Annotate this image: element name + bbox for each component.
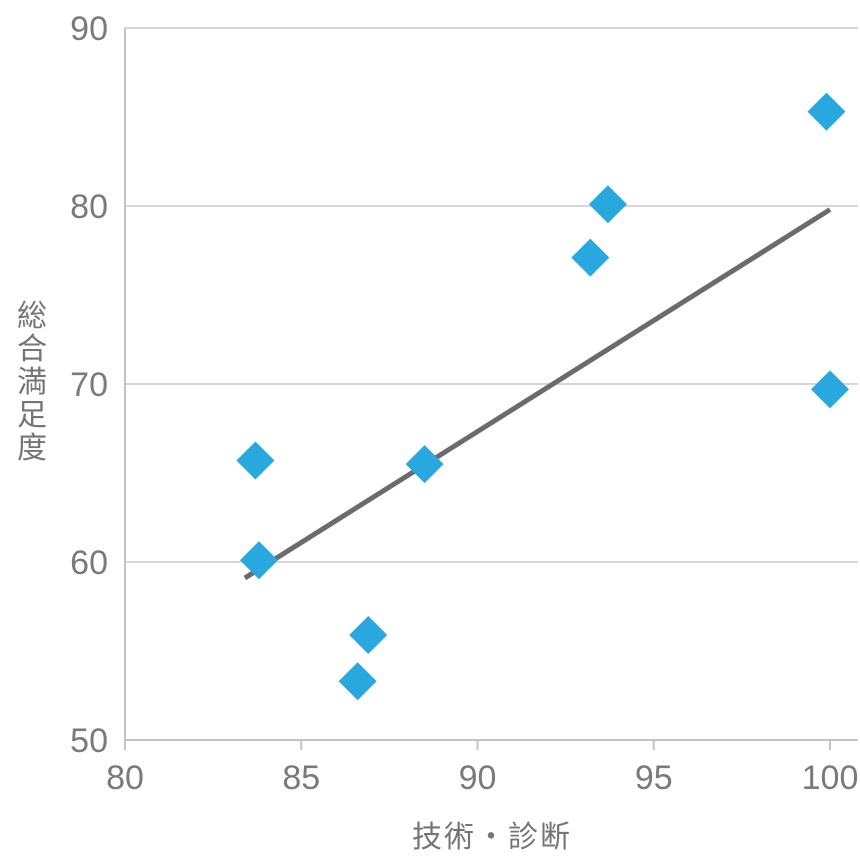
data-point-marker xyxy=(239,541,278,580)
y-tick-label: 50 xyxy=(70,722,108,760)
x-tick-label: 95 xyxy=(635,759,673,797)
y-tick-label: 80 xyxy=(70,188,108,226)
trend-line xyxy=(243,207,832,581)
data-point-marker xyxy=(236,441,275,480)
y-tick-label: 90 xyxy=(70,10,108,48)
data-point-marker xyxy=(811,370,849,409)
data-point-marker xyxy=(338,662,377,701)
data-point-marker xyxy=(588,185,627,224)
data-point-marker xyxy=(405,445,444,484)
x-tick-label: 80 xyxy=(106,759,144,797)
y-tick-label: 70 xyxy=(70,366,108,404)
x-tick-label: 90 xyxy=(459,759,497,797)
data-point-marker xyxy=(807,92,846,131)
y-tick-label: 60 xyxy=(70,544,108,582)
y-axis-title: 総合満足度 xyxy=(12,299,45,465)
data-point-marker xyxy=(349,615,388,654)
data-point-marker xyxy=(571,238,610,277)
x-tick-label: 100 xyxy=(802,759,859,797)
x-axis-title: 技術・診断 xyxy=(412,821,572,854)
x-tick-label: 85 xyxy=(282,759,320,797)
